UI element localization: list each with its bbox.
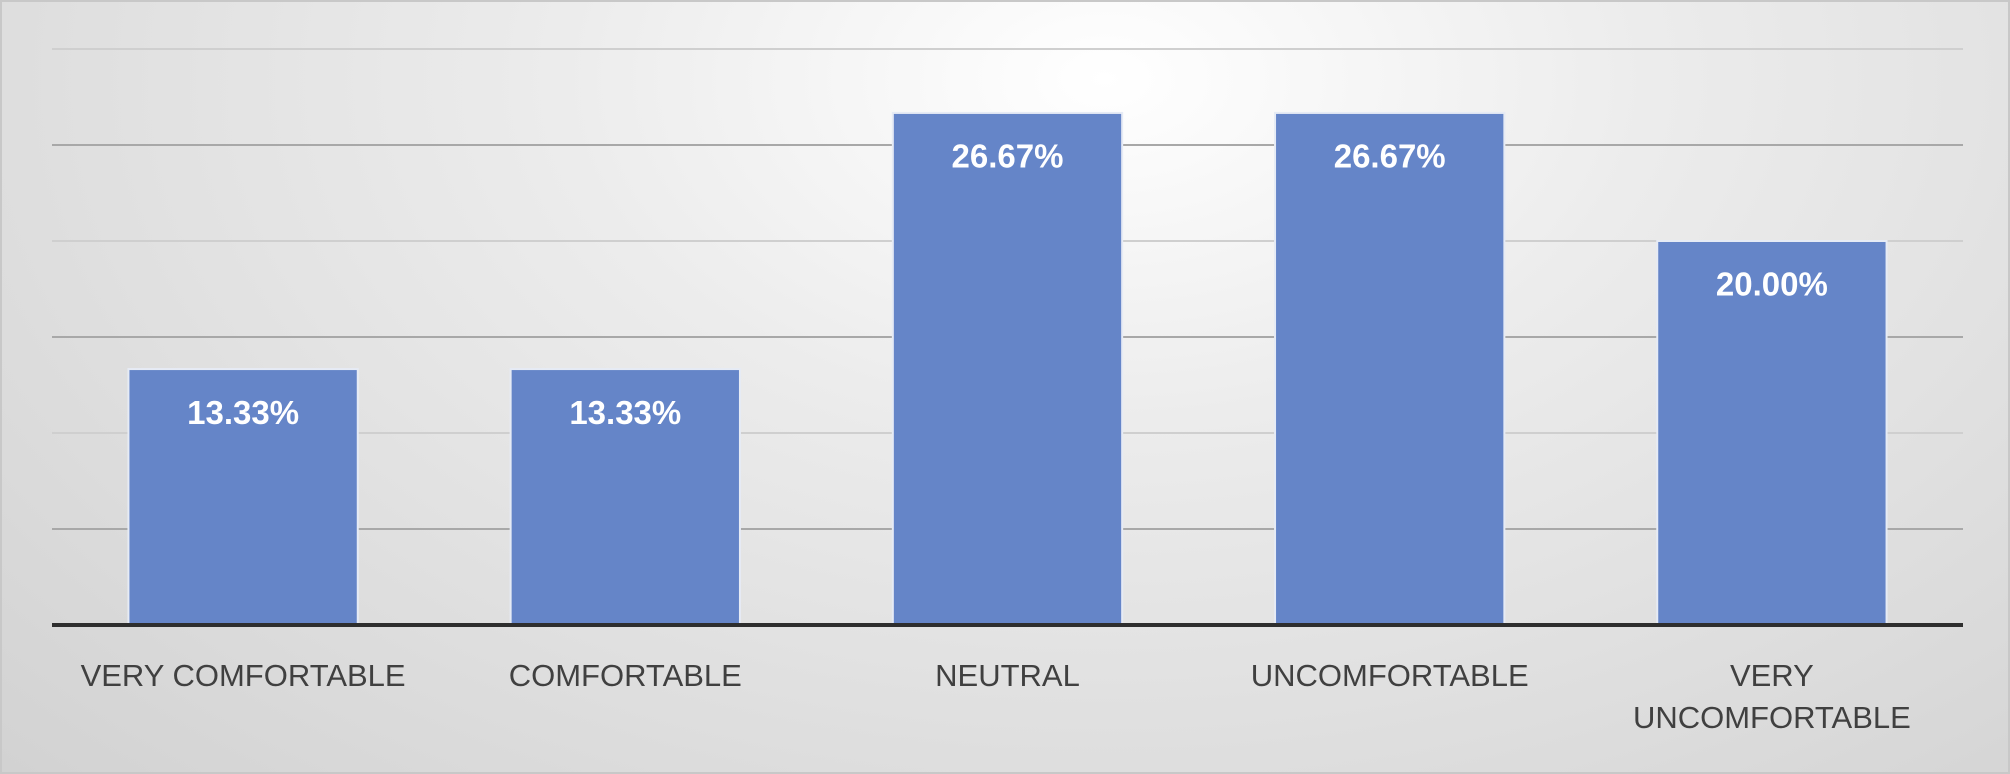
bar (509, 368, 741, 626)
data-label: 20.00% (1716, 266, 1828, 303)
bar (1656, 240, 1888, 626)
bar (891, 111, 1124, 627)
data-label: 13.33% (187, 394, 299, 431)
x-tick-label: VERY UNCOMFORTABLE (1632, 658, 1911, 735)
data-label: 26.67% (1334, 138, 1446, 175)
data-label: 13.33% (569, 394, 681, 431)
x-tick-label: NEUTRAL (935, 658, 1080, 693)
bar (1274, 111, 1506, 627)
x-tick-label: VERY COMFORTABLE (80, 658, 406, 693)
x-tick-label: UNCOMFORTABLE (1250, 658, 1529, 693)
data-label: 26.67% (952, 138, 1064, 175)
x-tick-label: COMFORTABLE (508, 658, 742, 693)
